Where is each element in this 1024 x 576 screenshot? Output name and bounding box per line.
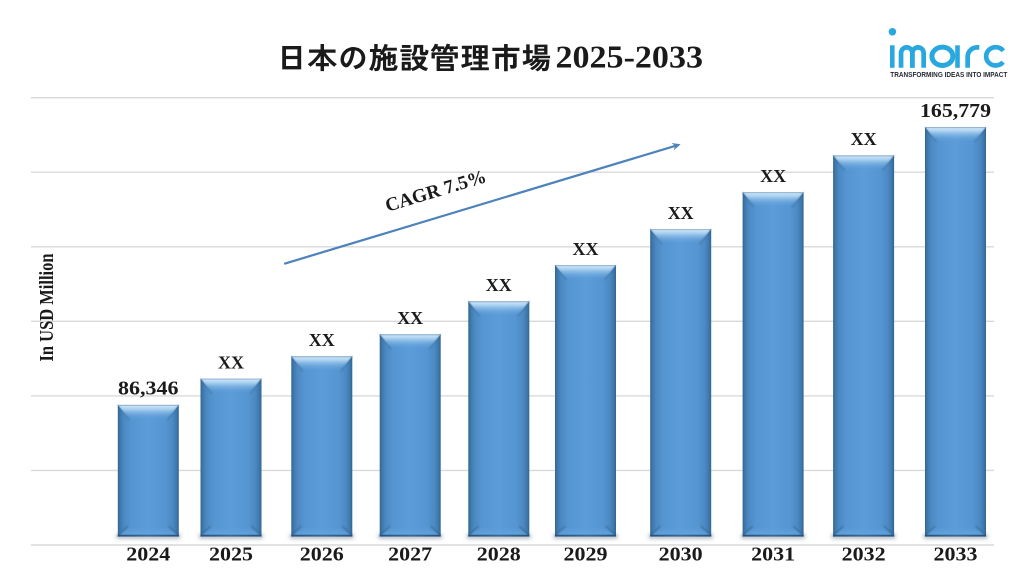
svg-text:2026: 2026 bbox=[300, 544, 344, 566]
svg-text:2029: 2029 bbox=[564, 544, 608, 566]
svg-text:XX: XX bbox=[760, 166, 786, 186]
svg-text:XX: XX bbox=[668, 203, 694, 223]
svg-text:2025-2033: 2025-2033 bbox=[556, 40, 704, 75]
svg-text:XX: XX bbox=[218, 352, 244, 372]
svg-text:XX: XX bbox=[486, 275, 512, 295]
svg-text:XX: XX bbox=[309, 330, 335, 350]
svg-text:2024: 2024 bbox=[126, 544, 170, 566]
svg-text:XX: XX bbox=[851, 129, 877, 149]
svg-text:2032: 2032 bbox=[842, 544, 886, 566]
svg-text:86,346: 86,346 bbox=[118, 378, 179, 400]
svg-text:TRANSFORMING IDEAS INTO IMPACT: TRANSFORMING IDEAS INTO IMPACT bbox=[890, 72, 1008, 79]
svg-text:2033: 2033 bbox=[934, 544, 978, 566]
svg-text:2027: 2027 bbox=[388, 544, 432, 566]
svg-text:2025: 2025 bbox=[209, 544, 253, 566]
svg-text:2028: 2028 bbox=[477, 544, 521, 566]
svg-text:2031: 2031 bbox=[751, 544, 795, 566]
svg-text:165,779: 165,779 bbox=[920, 100, 991, 122]
svg-text:XX: XX bbox=[573, 239, 599, 259]
svg-text:XX: XX bbox=[397, 308, 423, 328]
svg-text:2030: 2030 bbox=[659, 544, 703, 566]
svg-text:In USD Million: In USD Million bbox=[36, 254, 58, 362]
